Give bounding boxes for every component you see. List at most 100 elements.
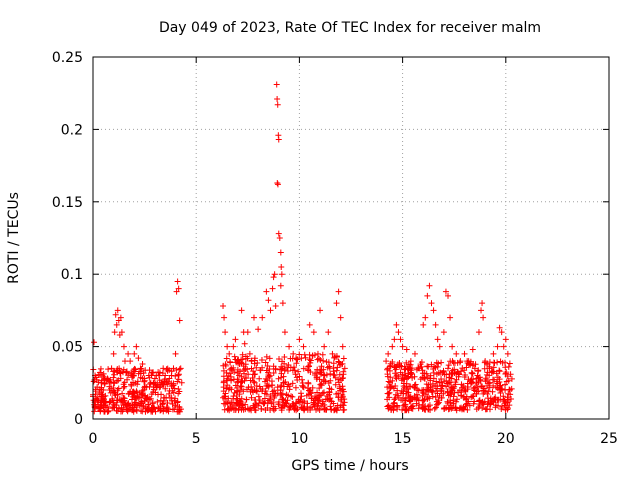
data-point bbox=[483, 406, 490, 413]
data-point bbox=[171, 397, 178, 404]
data-point bbox=[442, 288, 449, 295]
data-point bbox=[284, 397, 291, 404]
data-point bbox=[298, 355, 305, 362]
data-point bbox=[118, 329, 125, 336]
data-point bbox=[340, 371, 347, 378]
axis-ticks bbox=[92, 56, 610, 420]
data-point bbox=[151, 375, 158, 382]
data-point bbox=[278, 263, 285, 270]
data-point bbox=[424, 374, 431, 381]
data-point bbox=[388, 407, 395, 414]
data-point bbox=[317, 357, 324, 364]
data-point bbox=[317, 307, 324, 314]
data-point bbox=[312, 396, 319, 403]
data-point bbox=[454, 396, 461, 403]
data-point bbox=[272, 303, 279, 310]
data-point bbox=[449, 343, 456, 350]
data-point bbox=[160, 408, 167, 415]
data-point bbox=[164, 406, 171, 413]
data-point bbox=[432, 394, 439, 401]
data-point bbox=[158, 391, 165, 398]
data-point bbox=[220, 388, 227, 395]
data-point bbox=[256, 375, 263, 382]
data-point bbox=[477, 377, 484, 384]
data-point bbox=[304, 400, 311, 407]
data-point bbox=[226, 384, 233, 391]
data-point bbox=[438, 375, 445, 382]
data-point bbox=[287, 355, 294, 362]
data-point bbox=[391, 336, 398, 343]
data-point bbox=[331, 354, 338, 361]
data-point bbox=[157, 397, 164, 404]
data-point bbox=[259, 314, 266, 321]
data-point bbox=[120, 366, 127, 373]
data-point bbox=[300, 384, 307, 391]
data-point bbox=[444, 398, 451, 405]
data-point bbox=[174, 278, 181, 285]
data-point bbox=[403, 346, 410, 353]
data-point bbox=[408, 396, 415, 403]
data-point bbox=[323, 371, 330, 378]
data-point bbox=[493, 370, 500, 377]
data-point bbox=[98, 372, 105, 379]
data-point bbox=[247, 377, 254, 384]
data-point bbox=[220, 367, 227, 374]
data-point bbox=[485, 380, 492, 387]
data-point bbox=[278, 382, 285, 389]
data-point bbox=[324, 393, 331, 400]
data-point bbox=[231, 353, 238, 360]
data-point bbox=[133, 343, 140, 350]
data-point bbox=[164, 399, 171, 406]
data-point bbox=[95, 371, 102, 378]
data-point bbox=[387, 362, 394, 369]
data-point bbox=[170, 365, 177, 372]
data-point bbox=[451, 383, 458, 390]
data-point bbox=[505, 363, 512, 370]
data-point bbox=[385, 350, 392, 357]
data-point bbox=[166, 387, 173, 394]
data-point bbox=[114, 407, 121, 414]
data-point bbox=[475, 367, 482, 374]
data-point bbox=[392, 364, 399, 371]
data-point bbox=[292, 384, 299, 391]
data-point bbox=[427, 372, 434, 379]
data-point bbox=[392, 391, 399, 398]
data-point bbox=[499, 359, 506, 366]
data-point bbox=[178, 379, 185, 386]
data-point bbox=[250, 314, 257, 321]
data-point bbox=[147, 379, 154, 386]
data-point bbox=[474, 384, 481, 391]
data-point bbox=[275, 136, 282, 143]
data-point bbox=[463, 364, 470, 371]
data-point bbox=[271, 394, 278, 401]
data-point bbox=[386, 379, 393, 386]
data-point bbox=[416, 402, 423, 409]
data-point bbox=[279, 300, 286, 307]
data-point bbox=[255, 326, 262, 333]
data-point bbox=[121, 395, 128, 402]
data-point bbox=[230, 401, 237, 408]
data-point bbox=[111, 380, 118, 387]
data-point bbox=[113, 321, 120, 328]
data-point bbox=[117, 314, 124, 321]
data-point bbox=[422, 314, 429, 321]
data-point bbox=[394, 387, 401, 394]
data-point bbox=[320, 389, 327, 396]
data-point bbox=[102, 399, 109, 406]
data-point bbox=[268, 400, 275, 407]
data-point bbox=[135, 370, 142, 377]
data-point bbox=[242, 365, 249, 372]
data-point bbox=[421, 396, 428, 403]
data-point bbox=[478, 383, 485, 390]
data-point bbox=[125, 350, 132, 357]
data-point bbox=[132, 380, 139, 387]
data-point bbox=[384, 366, 391, 373]
data-point bbox=[335, 358, 342, 365]
data-point bbox=[327, 403, 334, 410]
data-point bbox=[289, 393, 296, 400]
data-point bbox=[482, 378, 489, 385]
data-point bbox=[451, 389, 458, 396]
data-point bbox=[318, 382, 325, 389]
data-point bbox=[135, 355, 142, 362]
data-point bbox=[258, 405, 265, 412]
